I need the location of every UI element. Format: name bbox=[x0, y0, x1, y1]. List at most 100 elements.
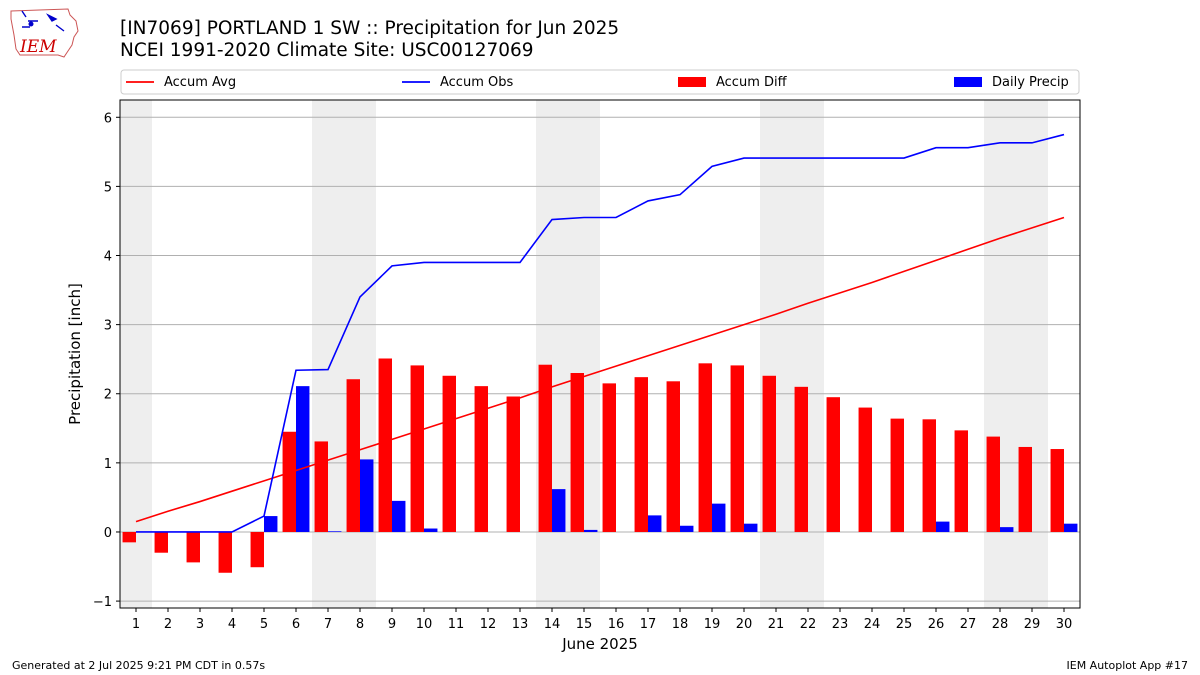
accum-diff-bar-12 bbox=[474, 386, 488, 532]
x-tick-label-5: 5 bbox=[260, 617, 268, 632]
x-tick-label-14: 14 bbox=[544, 617, 561, 632]
x-tick-label-6: 6 bbox=[292, 617, 300, 632]
y-axis-label: Precipitation [inch] bbox=[66, 283, 84, 425]
daily-precip-bar-26 bbox=[936, 521, 950, 532]
accum-diff-bar-1 bbox=[122, 531, 136, 543]
bars bbox=[122, 358, 1078, 573]
accum-diff-bar-13 bbox=[506, 396, 520, 532]
weekend-shade-day-1 bbox=[120, 100, 152, 608]
accum-diff-bar-5 bbox=[250, 531, 264, 568]
x-tick-label-11: 11 bbox=[448, 617, 465, 632]
daily-precip-bar-17 bbox=[648, 515, 662, 532]
y-tick-label-6: 6 bbox=[104, 111, 112, 126]
daily-precip-bar-8 bbox=[360, 459, 374, 532]
legend-label-daily-precip: Daily Precip bbox=[992, 75, 1069, 90]
daily-precip-bar-14 bbox=[552, 489, 566, 532]
x-tick-label-7: 7 bbox=[324, 617, 332, 632]
daily-precip-bar-19 bbox=[712, 503, 726, 532]
weather-symbol-icon bbox=[21, 10, 65, 32]
accum-diff-bar-7 bbox=[314, 441, 328, 532]
x-tick-label-1: 1 bbox=[132, 617, 140, 632]
weekend-shading bbox=[120, 100, 1048, 608]
accum-diff-bar-10 bbox=[410, 365, 424, 532]
footer-generated: Generated at 2 Jul 2025 9:21 PM CDT in 0… bbox=[12, 659, 266, 672]
legend-label-accum-obs: Accum Obs bbox=[440, 75, 513, 90]
accum-diff-bar-29 bbox=[1018, 446, 1032, 532]
accum-diff-bar-26 bbox=[922, 419, 936, 532]
x-tick-label-22: 22 bbox=[800, 617, 817, 632]
legend-label-accum-avg: Accum Avg bbox=[164, 75, 236, 90]
daily-precip-bar-10 bbox=[424, 528, 438, 532]
y-tick-label-0: 0 bbox=[104, 526, 112, 541]
logo-text: IEM bbox=[19, 37, 57, 57]
accum-diff-bar-19 bbox=[698, 363, 712, 532]
iowa-outline-icon bbox=[10, 8, 79, 58]
accum-diff-bar-6 bbox=[282, 431, 296, 532]
chart-title: [IN7069] PORTLAND 1 SW :: Precipitation … bbox=[120, 18, 620, 39]
legend-box bbox=[120, 69, 1080, 95]
accum-diff-bar-16 bbox=[602, 383, 616, 532]
y-tick-label-1: 1 bbox=[104, 457, 112, 472]
x-tick-label-4: 4 bbox=[228, 617, 236, 632]
x-tick-label-25: 25 bbox=[896, 617, 913, 632]
y-tick-label-4: 4 bbox=[104, 250, 112, 265]
accum-diff-bar-8 bbox=[346, 379, 360, 532]
accum-diff-bar-11 bbox=[442, 375, 456, 532]
accum-diff-bar-30 bbox=[1050, 449, 1064, 532]
x-tick-label-13: 13 bbox=[512, 617, 529, 632]
accum-diff-bar-20 bbox=[730, 365, 744, 532]
plot-frame bbox=[119, 99, 1081, 609]
daily-precip-bar-15 bbox=[584, 529, 598, 532]
x-tick-label-20: 20 bbox=[736, 617, 753, 632]
gridlines bbox=[120, 116, 1080, 602]
accum-diff-bar-4 bbox=[218, 531, 232, 573]
x-tick-label-12: 12 bbox=[480, 617, 497, 632]
daily-precip-bar-9 bbox=[392, 500, 406, 532]
x-tick-label-27: 27 bbox=[960, 617, 977, 632]
accum-diff-bar-27 bbox=[954, 430, 968, 532]
daily-precip-bar-20 bbox=[744, 523, 758, 532]
daily-precip-bar-7 bbox=[328, 531, 342, 532]
x-axis-label: June 2025 bbox=[561, 635, 638, 653]
accum-diff-bar-14 bbox=[538, 364, 552, 532]
accum-diff-bar-18 bbox=[666, 381, 680, 532]
x-tick-label-26: 26 bbox=[928, 617, 945, 632]
daily-precip-bar-30 bbox=[1064, 523, 1078, 532]
footer-app: IEM Autoplot App #17 bbox=[1066, 659, 1189, 672]
x-tick-label-10: 10 bbox=[416, 617, 433, 632]
y-tick-label-2: 2 bbox=[104, 388, 112, 403]
legend-swatch-accum-diff bbox=[678, 77, 706, 87]
daily-precip-bar-5 bbox=[264, 516, 278, 532]
x-tick-label-30: 30 bbox=[1056, 617, 1073, 632]
chart-subtitle: NCEI 1991-2020 Climate Site: USC00127069 bbox=[120, 40, 534, 61]
x-tick-label-19: 19 bbox=[704, 617, 721, 632]
iem-logo: IEM bbox=[10, 8, 79, 58]
lines bbox=[135, 133, 1065, 533]
legend: Accum Avg Accum Obs Accum Diff Daily Precip bbox=[120, 69, 1080, 95]
x-tick-label-8: 8 bbox=[356, 617, 364, 632]
x-tick-label-21: 21 bbox=[768, 617, 785, 632]
daily-precip-bar-28 bbox=[1000, 527, 1014, 532]
x-tick-label-15: 15 bbox=[576, 617, 593, 632]
accum-diff-bar-25 bbox=[890, 418, 904, 532]
x-tick-label-2: 2 bbox=[164, 617, 172, 632]
accum-avg-line bbox=[135, 216, 1065, 523]
daily-precip-bar-6 bbox=[296, 386, 310, 532]
x-tick-label-23: 23 bbox=[832, 617, 849, 632]
accum-obs-line bbox=[136, 133, 1065, 533]
accum-diff-bar-3 bbox=[186, 531, 200, 563]
accum-diff-bar-15 bbox=[570, 373, 584, 532]
x-tick-label-3: 3 bbox=[196, 617, 204, 632]
accum-diff-bar-24 bbox=[858, 407, 872, 532]
accum-diff-bar-17 bbox=[634, 377, 648, 532]
daily-precip-bar-18 bbox=[680, 525, 694, 532]
x-tick-label-18: 18 bbox=[672, 617, 689, 632]
y-tick-label-3: 3 bbox=[104, 319, 112, 334]
accum-diff-bar-9 bbox=[378, 358, 392, 532]
legend-label-accum-diff: Accum Diff bbox=[716, 75, 788, 90]
x-tick-label-16: 16 bbox=[608, 617, 625, 632]
accum-diff-bar-28 bbox=[986, 436, 1000, 532]
accum-diff-bar-2 bbox=[154, 531, 168, 553]
